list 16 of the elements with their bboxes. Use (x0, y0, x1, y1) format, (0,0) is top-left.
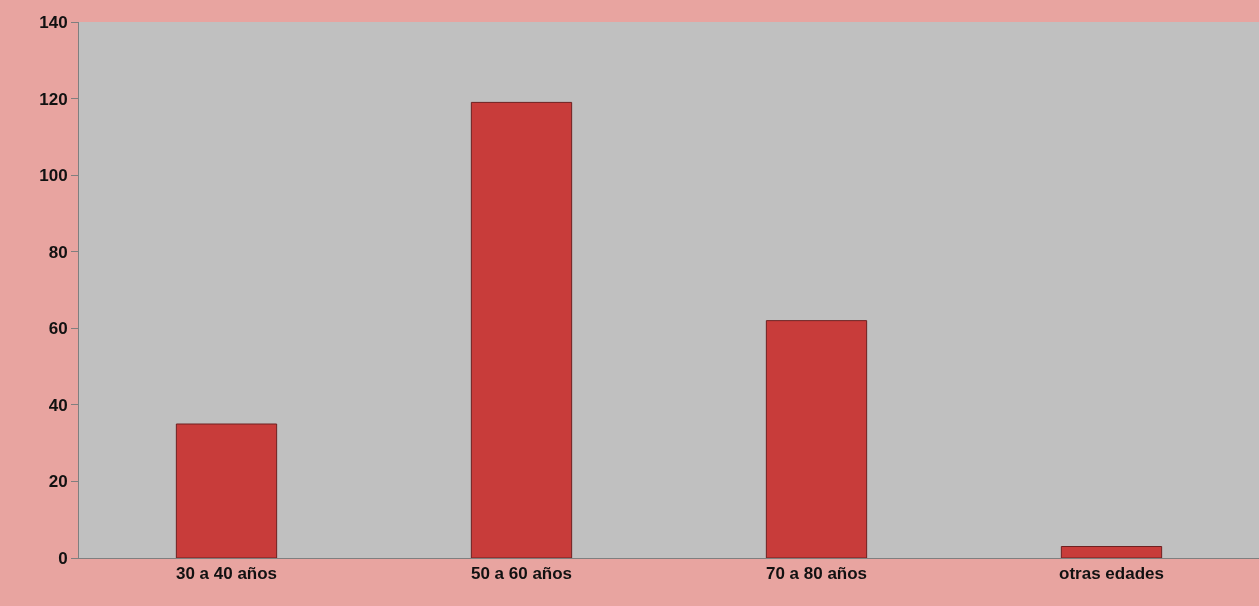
y-tick-label: 120 (39, 89, 68, 109)
y-tick-label: 0 (58, 548, 68, 568)
y-tick-label: 140 (39, 12, 68, 32)
bar (175, 423, 278, 558)
bar (1060, 546, 1163, 558)
x-tick-label: 50 a 60 años (470, 564, 573, 584)
y-tick-label: 100 (39, 166, 68, 186)
bar (765, 320, 868, 558)
y-tick-label: 20 (48, 472, 68, 492)
y-tick-label: 60 (48, 319, 68, 339)
x-tick-label: 30 a 40 años (175, 564, 278, 584)
x-tick-label: otras edades (1059, 564, 1164, 584)
bar (470, 101, 573, 558)
y-tick-label: 80 (48, 242, 68, 262)
y-tick-label: 40 (48, 395, 68, 415)
x-tick-label: 70 a 80 años (765, 564, 868, 584)
